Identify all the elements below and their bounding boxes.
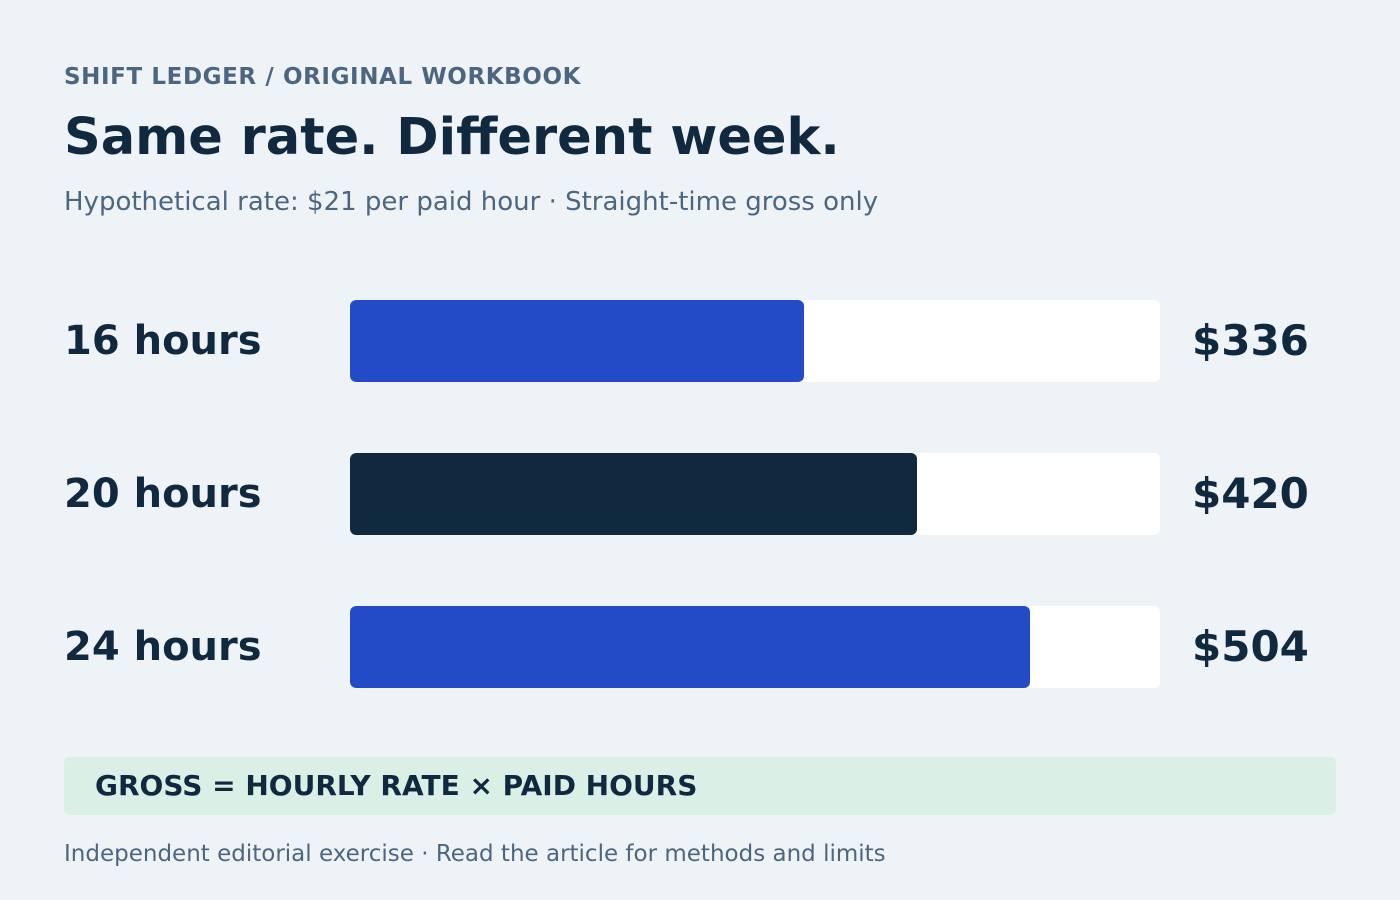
page-title: Same rate. Different week. — [64, 108, 840, 167]
footer-note: Independent editorial exercise · Read th… — [64, 841, 886, 867]
bar-track — [350, 606, 1160, 688]
bar-track — [350, 300, 1160, 382]
bar-value-label: $504 — [1192, 622, 1309, 671]
page-subtitle: Hypothetical rate: $21 per paid hour · S… — [64, 187, 879, 217]
bar-category-label: 24 hours — [64, 624, 262, 670]
formula-text: GROSS = HOURLY RATE × PAID HOURS — [95, 769, 698, 802]
bar-category-label: 20 hours — [64, 471, 262, 517]
bar-value-label: $420 — [1192, 469, 1309, 518]
bar-value-label: $336 — [1192, 316, 1309, 365]
bar-category-label: 16 hours — [64, 318, 262, 364]
bar-fill — [350, 453, 917, 535]
formula-banner: GROSS = HOURLY RATE × PAID HOURS — [64, 757, 1336, 815]
bar-fill — [350, 606, 1030, 688]
bar-track — [350, 453, 1160, 535]
kicker-label: SHIFT LEDGER / ORIGINAL WORKBOOK — [64, 64, 582, 90]
bar-fill — [350, 300, 804, 382]
